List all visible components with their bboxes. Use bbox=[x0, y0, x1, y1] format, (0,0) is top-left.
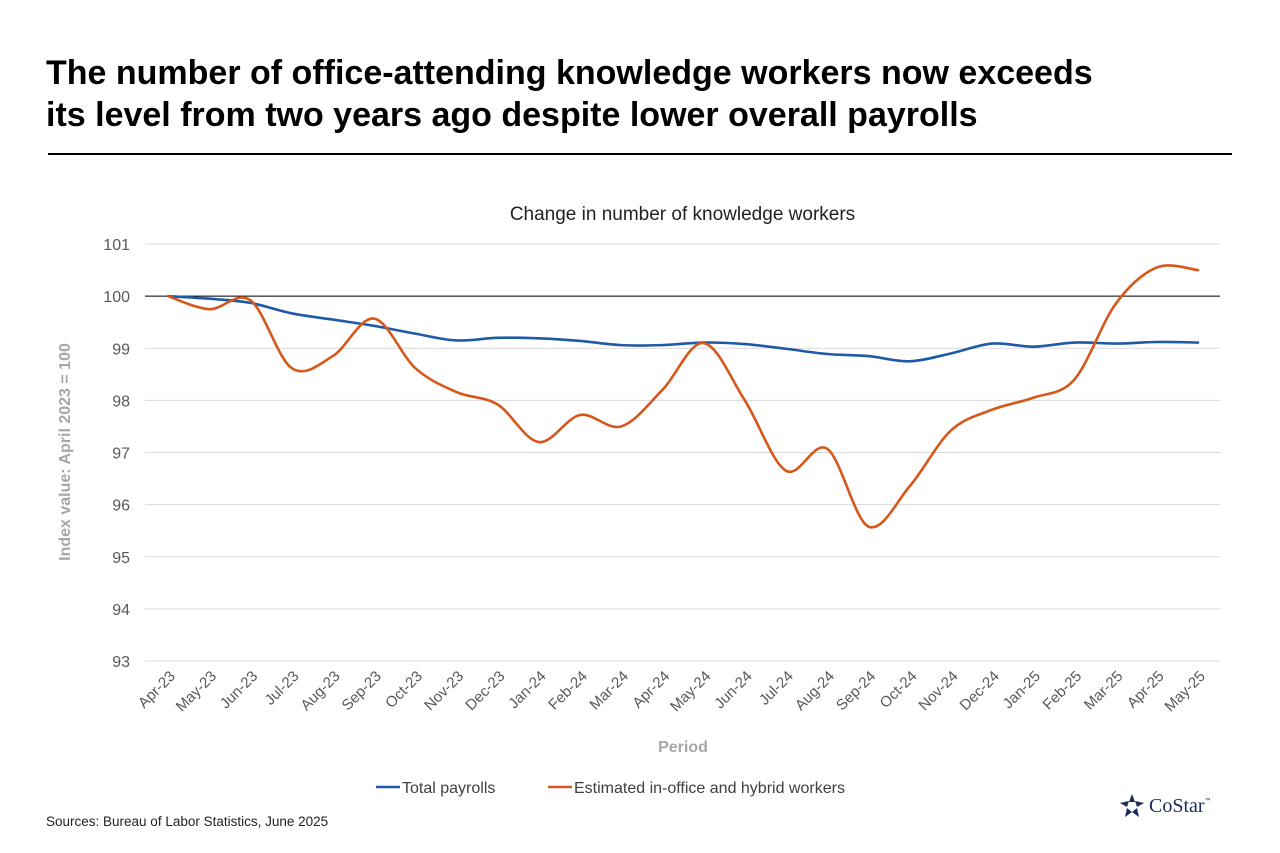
source-note: Sources: Bureau of Labor Statistics, Jun… bbox=[46, 814, 329, 829]
x-tick-label: Aug-23 bbox=[297, 668, 343, 714]
y-tick-label: 94 bbox=[112, 602, 130, 619]
y-tick-label: 95 bbox=[112, 550, 130, 567]
y-tick-label: 98 bbox=[112, 393, 130, 410]
x-tick-label: Sep-23 bbox=[339, 668, 385, 714]
y-tick-label: 100 bbox=[103, 289, 130, 306]
series-line-in-office-hybrid bbox=[166, 264, 1200, 529]
x-tick-label: Feb-25 bbox=[1040, 668, 1086, 714]
x-tick-label: Oct-24 bbox=[877, 668, 921, 712]
y-tick-label: 97 bbox=[112, 446, 130, 463]
x-tick-label: Jun-23 bbox=[217, 668, 261, 712]
y-tick-label: 93 bbox=[112, 654, 130, 671]
x-tick-label: Dec-24 bbox=[957, 668, 1003, 714]
x-tick-label: Nov-23 bbox=[421, 668, 467, 714]
x-tick-label: Oct-23 bbox=[382, 668, 426, 712]
x-tick-label: Apr-23 bbox=[135, 668, 179, 712]
headline-line-2: its level from two years ago despite low… bbox=[46, 96, 978, 134]
x-tick-label: Nov-24 bbox=[915, 668, 961, 714]
y-axis-title: Index value: April 2023 = 100 bbox=[57, 343, 74, 561]
legend-label: Total payrolls bbox=[402, 780, 495, 797]
x-tick-label: May-23 bbox=[173, 668, 220, 715]
x-tick-label: Mar-24 bbox=[586, 668, 632, 714]
x-tick-label: Feb-24 bbox=[545, 668, 591, 714]
x-tick-label: Jan-24 bbox=[505, 668, 549, 712]
y-tick-label: 96 bbox=[112, 498, 130, 515]
headline: The number of office-attending knowledge… bbox=[46, 52, 1246, 136]
x-tick-label: Jan-25 bbox=[1000, 668, 1044, 712]
logo-tm: ™ bbox=[1204, 798, 1211, 804]
x-axis-title: Period bbox=[658, 739, 708, 756]
y-tick-label: 99 bbox=[112, 341, 130, 358]
logo-text: CoStar bbox=[1149, 794, 1205, 817]
headline-line-1: The number of office-attending knowledge… bbox=[46, 54, 1093, 92]
legend-label: Estimated in-office and hybrid workers bbox=[574, 780, 845, 797]
costar-star-icon bbox=[1120, 794, 1144, 817]
x-tick-label: Jul-23 bbox=[262, 668, 303, 709]
x-tick-label: Mar-25 bbox=[1081, 668, 1127, 714]
headline-divider bbox=[48, 153, 1232, 155]
x-tick-label: Aug-24 bbox=[792, 668, 838, 714]
costar-logo: CoStar ™ bbox=[1119, 791, 1211, 821]
x-tick-label: Apr-24 bbox=[629, 668, 673, 712]
x-tick-label: Jul-24 bbox=[756, 668, 797, 709]
series-line-total-payrolls bbox=[166, 294, 1200, 363]
x-tick-label: Apr-25 bbox=[1124, 668, 1168, 712]
x-tick-label: Sep-24 bbox=[833, 668, 879, 714]
x-tick-label: May-24 bbox=[667, 668, 714, 715]
x-tick-label: Jun-24 bbox=[711, 668, 755, 712]
chart-title: Change in number of knowledge workers bbox=[510, 204, 855, 225]
x-tick-label: May-25 bbox=[1161, 668, 1208, 715]
x-tick-label: Dec-23 bbox=[462, 668, 508, 714]
y-tick-label: 101 bbox=[103, 237, 130, 254]
